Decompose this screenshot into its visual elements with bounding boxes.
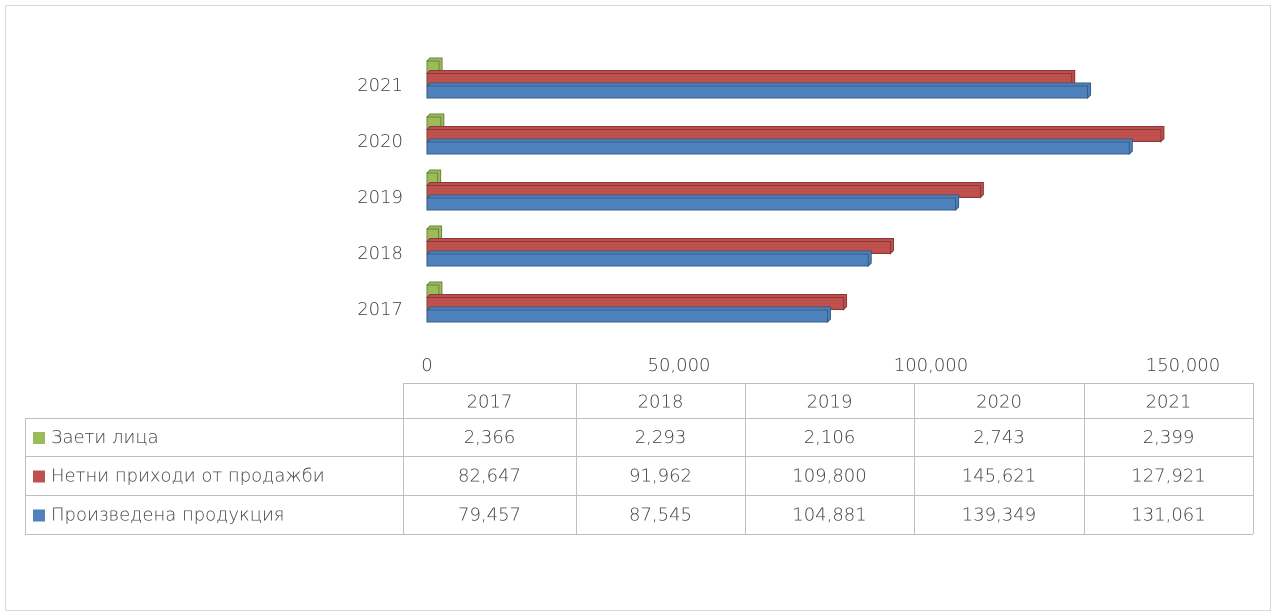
table-cell: 104,881 xyxy=(792,505,866,526)
x-tick-label: 50,000 xyxy=(648,355,711,376)
bar xyxy=(425,138,1133,156)
table-cell: 131,061 xyxy=(1131,505,1205,526)
bar xyxy=(425,250,872,268)
table-header: 2021 xyxy=(1146,392,1192,413)
table-cell: 127,921 xyxy=(1131,466,1205,487)
table-cell: 109,800 xyxy=(792,466,866,487)
table-header: 2019 xyxy=(807,392,853,413)
y-tick-label: 2017 xyxy=(357,299,403,320)
legend-swatch xyxy=(33,470,45,483)
table-cell: 2,743 xyxy=(973,427,1025,448)
legend-swatch xyxy=(33,509,45,522)
table-header: 2017 xyxy=(467,392,513,413)
table-cell: 145,621 xyxy=(962,466,1036,487)
bar xyxy=(425,126,1165,143)
x-tick-label: 150,000 xyxy=(1146,355,1220,376)
table-cell: 82,647 xyxy=(458,466,521,487)
table-header: 2020 xyxy=(976,392,1022,413)
table-cell: 87,545 xyxy=(629,505,692,526)
table-cell: 2,399 xyxy=(1143,427,1195,448)
table-cell: 2,366 xyxy=(464,427,516,448)
legend-swatch xyxy=(33,432,45,444)
y-tick-label: 2019 xyxy=(357,187,403,208)
table-cell: 139,349 xyxy=(962,505,1036,526)
table-cell: 2,293 xyxy=(635,427,687,448)
x-tick-label: 100,000 xyxy=(894,355,968,376)
bar xyxy=(425,182,984,199)
bar xyxy=(425,306,831,324)
legend-label: Произведена продукция xyxy=(51,505,284,526)
table-cell: 91,962 xyxy=(629,466,692,487)
table-cell: 79,457 xyxy=(458,505,521,526)
x-tick-label: 0 xyxy=(421,355,432,376)
bar xyxy=(425,82,1092,100)
table-header: 2018 xyxy=(638,392,684,413)
bar xyxy=(425,294,848,311)
y-tick-label: 2018 xyxy=(357,243,403,264)
bar xyxy=(425,194,960,212)
legend-label: Заети лица xyxy=(51,427,159,448)
table-cell: 2,106 xyxy=(804,427,856,448)
bar xyxy=(425,238,894,255)
y-tick-label: 2021 xyxy=(357,75,403,96)
y-tick-label: 2020 xyxy=(357,131,403,152)
legend-label: Нетни приходи от продажби xyxy=(51,466,325,487)
